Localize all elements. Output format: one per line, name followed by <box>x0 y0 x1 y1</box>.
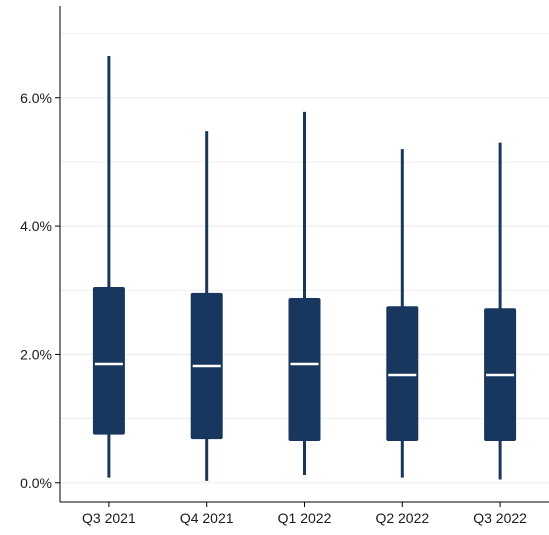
box-group <box>288 111 321 476</box>
x-tick-label: Q3 2022 <box>473 510 527 526</box>
box-iqr <box>386 306 419 442</box>
box-group <box>190 131 223 481</box>
x-tick-label: Q3 2021 <box>82 510 136 526</box>
y-tick-label: 6.0% <box>20 90 52 106</box>
y-tick-label: 4.0% <box>20 218 52 234</box>
box-group <box>484 142 517 480</box>
axis-layer: 0.0% 2.0% 4.0% 6.0% Q3 2021 Q4 2021 Q1 2022 Q2 … <box>20 6 549 526</box>
box-group <box>92 56 125 478</box>
x-tick-label: Q4 2021 <box>180 510 234 526</box>
box-iqr <box>92 287 125 435</box>
x-tick-label: Q1 2022 <box>278 510 332 526</box>
box-group <box>386 149 419 478</box>
box-layer <box>92 56 517 481</box>
y-tick-label: 0.0% <box>20 475 52 491</box>
box-iqr <box>288 297 321 442</box>
y-tick-label: 2.0% <box>20 346 52 362</box>
x-tick-label: Q2 2022 <box>375 510 429 526</box>
